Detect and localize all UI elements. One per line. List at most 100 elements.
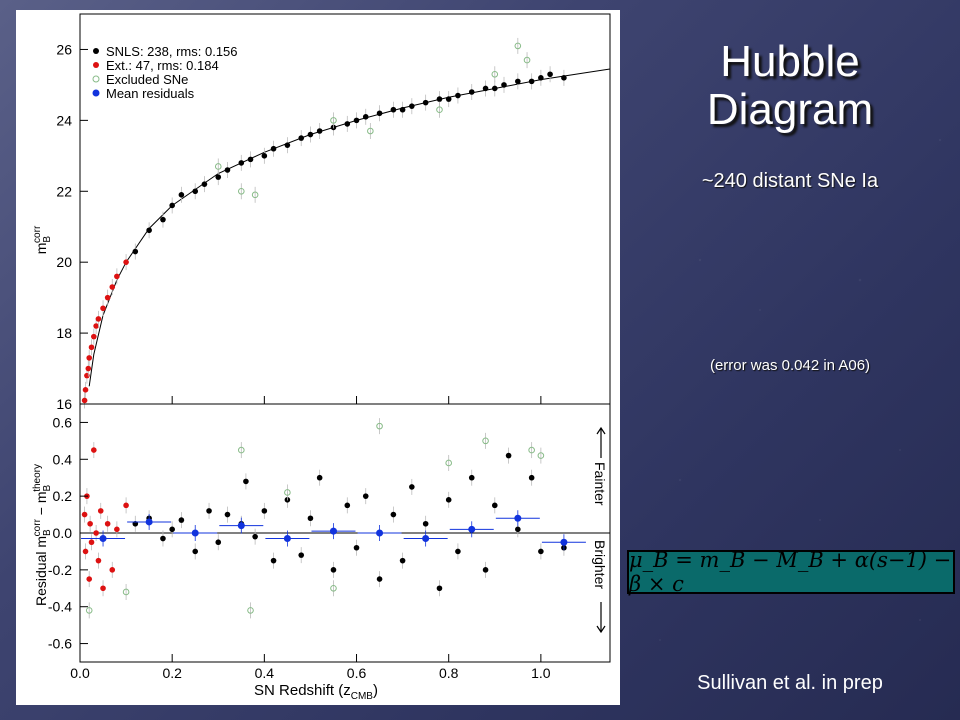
point-snls (482, 85, 489, 92)
top-y-tick-label: 22 (56, 183, 72, 199)
point-mean (283, 535, 291, 543)
bottom-y-tick-label: -0.4 (48, 599, 72, 615)
point-snls (178, 517, 185, 523)
point-excluded (214, 163, 222, 170)
point-snls (436, 585, 443, 592)
point-ext (86, 576, 93, 582)
point-snls (160, 535, 166, 542)
point-snls (422, 520, 429, 527)
point-snls (160, 216, 166, 223)
point-snls (224, 167, 231, 173)
point-excluded (238, 187, 245, 195)
brighter-label: Brighter (592, 540, 608, 589)
point-excluded (122, 588, 130, 596)
point-excluded (247, 607, 254, 614)
x-tick-label: 1.0 (531, 665, 551, 681)
point-snls (298, 135, 305, 141)
point-snls (261, 153, 268, 159)
legend-marker-ext (93, 62, 99, 68)
point-snls (445, 96, 452, 102)
point-excluded (376, 422, 383, 430)
hubble-diagram-chart: 16 18 20 22 24 26 -0.6 -0.4 -0.2 0.0 0.2 0.4 0.6 0.0 0… (32, 13, 611, 702)
distance-modulus-formula: μ_B = m_B − M_B + α(s−1) − β × c (627, 548, 955, 596)
point-snls (445, 497, 452, 503)
point-snls (132, 248, 139, 255)
point-excluded (85, 607, 93, 614)
point-snls (362, 493, 369, 499)
point-excluded (251, 191, 259, 199)
bottom-y-tick-label: -0.2 (48, 562, 72, 578)
point-excluded (537, 452, 545, 459)
point-snls (169, 202, 175, 209)
point-snls (399, 106, 406, 113)
bottom-y-tick-label: 0.0 (53, 525, 73, 541)
point-ext (87, 520, 93, 527)
point-snls (561, 75, 567, 81)
point-snls (261, 508, 268, 514)
point-snls (362, 114, 369, 120)
point-snls (330, 567, 337, 573)
point-excluded (523, 56, 531, 64)
point-snls (316, 128, 323, 134)
point-ext (85, 365, 92, 372)
point-snls (538, 75, 544, 81)
point-ext (86, 355, 93, 361)
point-ext (109, 567, 116, 573)
point-mean (560, 538, 568, 546)
point-snls (390, 511, 397, 518)
point-snls (252, 533, 258, 540)
point-ext (95, 557, 102, 564)
point-snls (528, 78, 535, 85)
point-snls (353, 544, 360, 551)
point-ext (123, 259, 129, 265)
point-snls (436, 96, 443, 102)
legend-label-mean: Mean residuals (106, 86, 195, 101)
point-snls (468, 474, 475, 481)
point-snls (455, 92, 461, 99)
point-snls (482, 567, 489, 573)
point-ext (93, 323, 99, 329)
point-mean (237, 522, 245, 530)
point-snls (270, 557, 277, 564)
point-excluded (436, 106, 443, 114)
point-ext (84, 372, 90, 379)
point-ext (81, 397, 88, 404)
point-ext (91, 333, 97, 340)
point-mean (514, 514, 522, 522)
point-snls (528, 474, 535, 481)
point-excluded (284, 489, 291, 496)
point-snls (390, 106, 397, 113)
point-snls (491, 85, 498, 92)
point-excluded (514, 42, 522, 50)
point-snls (376, 576, 383, 582)
bottom-y-axis-label: Residual mBcorr − mBtheory (32, 464, 53, 606)
point-snls (243, 478, 249, 485)
point-snls (344, 502, 351, 509)
point-snls (247, 156, 254, 163)
point-snls (515, 78, 521, 85)
legend-marker-excluded (92, 75, 100, 83)
top-y-tick-label: 24 (56, 112, 72, 128)
point-snls (192, 548, 199, 555)
point-snls (399, 557, 406, 564)
point-ext (114, 526, 120, 533)
point-snls (515, 526, 521, 533)
point-ext (88, 539, 95, 546)
point-ext (91, 447, 97, 453)
point-ext (82, 548, 89, 555)
legend: SNLS: 238, rms: 0.156 Ext.: 47, rms: 0.1… (92, 44, 238, 101)
point-snls (501, 82, 507, 88)
point-mean (191, 529, 199, 537)
model-curve (88, 68, 611, 387)
point-snls (422, 99, 429, 106)
top-y-tick-label: 20 (56, 254, 72, 270)
point-snls (192, 188, 199, 195)
point-ext (114, 273, 120, 280)
top-y-tick-label: 18 (56, 325, 72, 341)
point-ext (81, 511, 88, 518)
point-excluded (367, 127, 374, 135)
bottom-y-tick-label: 0.4 (53, 451, 73, 467)
point-snls (284, 142, 291, 148)
point-snls (455, 548, 461, 555)
point-ext (109, 284, 116, 290)
